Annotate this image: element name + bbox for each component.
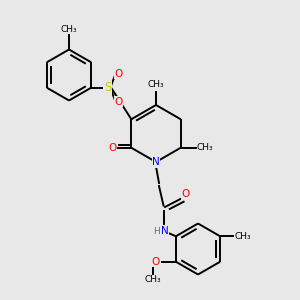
- Text: N: N: [152, 157, 160, 167]
- Text: CH₃: CH₃: [148, 80, 164, 89]
- Text: O: O: [114, 69, 122, 79]
- Text: CH₃: CH₃: [197, 143, 214, 152]
- Text: CH₃: CH₃: [145, 275, 161, 284]
- Text: N: N: [161, 226, 169, 236]
- Text: O: O: [108, 143, 116, 153]
- Text: CH₃: CH₃: [235, 232, 251, 241]
- Text: O: O: [152, 257, 160, 267]
- Text: O: O: [114, 97, 122, 107]
- Text: CH₃: CH₃: [61, 25, 77, 34]
- Text: O: O: [182, 189, 190, 199]
- Text: S: S: [104, 81, 111, 94]
- Text: H: H: [153, 226, 159, 236]
